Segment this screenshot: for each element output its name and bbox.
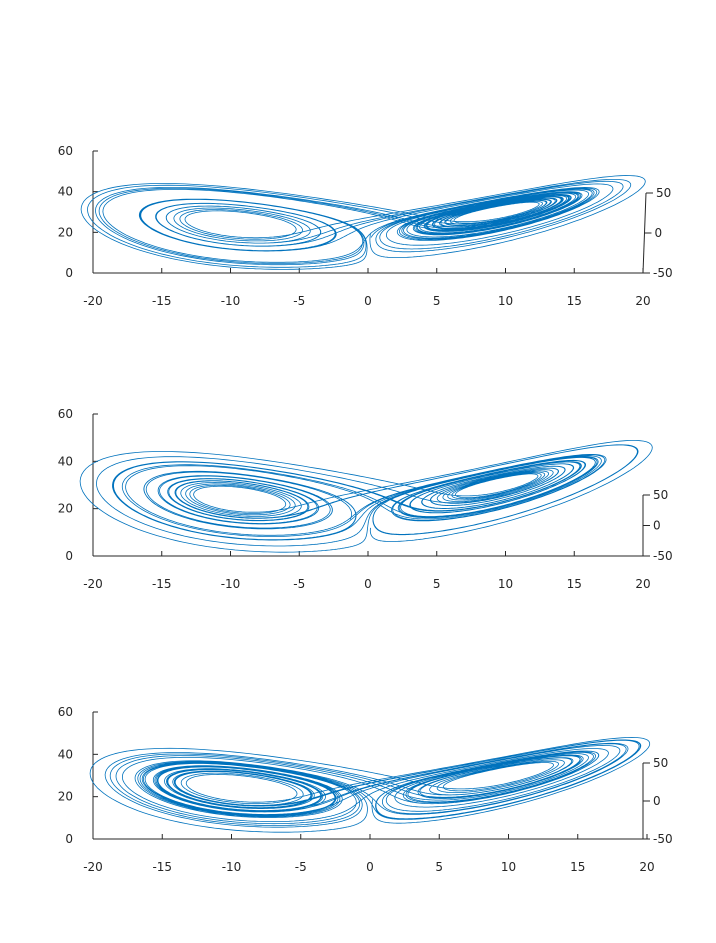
x-tick-label: -20 xyxy=(83,577,103,591)
z-tick-label: 0 xyxy=(65,266,73,280)
trajectory-line xyxy=(89,737,651,833)
trajectory-line xyxy=(80,175,646,270)
x-tick-label: 5 xyxy=(433,577,441,591)
y-tick-label: -50 xyxy=(653,266,673,280)
x-tick-label: 0 xyxy=(364,577,372,591)
z-tick-label: 20 xyxy=(58,790,73,804)
z-tick-label: 20 xyxy=(58,225,73,239)
z-tick-label: 20 xyxy=(58,502,73,516)
x-tick-label: 20 xyxy=(639,860,654,874)
x-tick-label: -10 xyxy=(222,860,242,874)
y-tick-label: 50 xyxy=(656,186,671,200)
z-tick-label: 60 xyxy=(58,144,73,158)
x-tick-label: 10 xyxy=(498,577,513,591)
x-tick-label: 20 xyxy=(635,577,650,591)
z-tick-label: 40 xyxy=(58,747,73,761)
y-tick-label: -50 xyxy=(653,549,673,563)
x-tick-label: 10 xyxy=(498,294,513,308)
x-tick-label: -15 xyxy=(152,860,172,874)
trajectory-line xyxy=(79,440,653,553)
z-tick-label: 0 xyxy=(65,832,73,846)
y-tick-label: 50 xyxy=(653,488,668,502)
z-tick-label: 60 xyxy=(58,407,73,421)
x-tick-label: -20 xyxy=(83,294,103,308)
y-tick-label: -50 xyxy=(653,832,673,846)
z-tick-label: 60 xyxy=(58,705,73,719)
z-tick-label: 0 xyxy=(65,549,73,563)
y-tick-label: 0 xyxy=(655,226,663,240)
y-tick-label: 0 xyxy=(653,519,661,533)
x-tick-label: -15 xyxy=(152,294,172,308)
z-tick-label: 40 xyxy=(58,185,73,199)
x-tick-label: 15 xyxy=(567,294,582,308)
x-tick-label: 0 xyxy=(364,294,372,308)
x-tick-label: 15 xyxy=(570,860,585,874)
x-tick-label: 5 xyxy=(435,860,443,874)
x-tick-label: 10 xyxy=(501,860,516,874)
x-tick-label: 15 xyxy=(567,577,582,591)
x-tick-label: 0 xyxy=(366,860,374,874)
y-tick-label: 0 xyxy=(653,794,661,808)
x-tick-label: -5 xyxy=(293,294,305,308)
x-tick-label: -15 xyxy=(152,577,172,591)
x-tick-label: 5 xyxy=(433,294,441,308)
y-tick-label: 50 xyxy=(653,756,668,770)
x-tick-label: -10 xyxy=(221,294,241,308)
x-tick-label: -10 xyxy=(221,577,241,591)
x-tick-label: -5 xyxy=(295,860,307,874)
z-tick-label: 40 xyxy=(58,454,73,468)
x-tick-label: -20 xyxy=(83,860,103,874)
x-tick-label: -5 xyxy=(293,577,305,591)
x-tick-label: 20 xyxy=(635,294,650,308)
